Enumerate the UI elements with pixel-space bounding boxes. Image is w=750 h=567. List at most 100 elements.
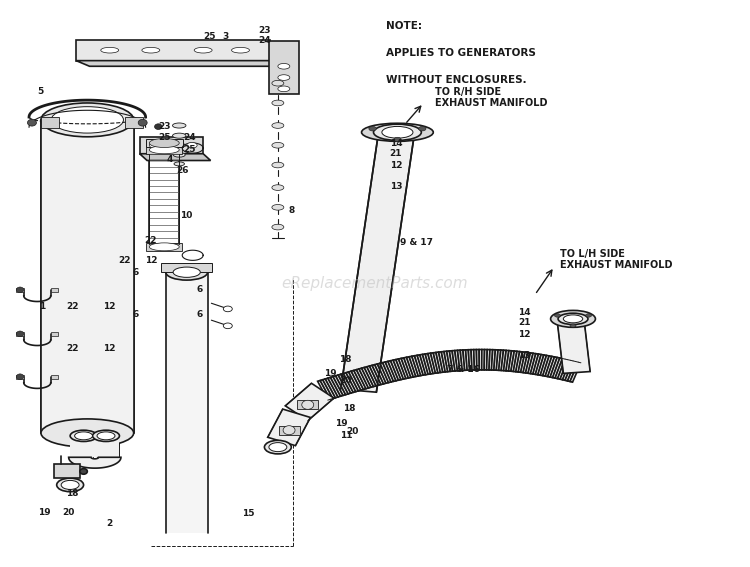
- Polygon shape: [340, 136, 414, 392]
- Polygon shape: [149, 154, 179, 244]
- Ellipse shape: [382, 126, 413, 138]
- Ellipse shape: [149, 138, 179, 147]
- Text: WITHOUT ENCLOSURES.: WITHOUT ENCLOSURES.: [386, 75, 526, 85]
- Polygon shape: [557, 359, 568, 379]
- Bar: [146, 243, 182, 251]
- Text: 25: 25: [158, 133, 170, 142]
- Ellipse shape: [272, 162, 284, 168]
- Text: 25: 25: [202, 32, 215, 41]
- Polygon shape: [482, 349, 484, 370]
- Polygon shape: [166, 272, 208, 533]
- Polygon shape: [496, 350, 501, 370]
- Polygon shape: [449, 351, 455, 371]
- Ellipse shape: [149, 146, 179, 154]
- Polygon shape: [140, 154, 211, 160]
- Polygon shape: [338, 374, 351, 394]
- Text: 20: 20: [339, 376, 351, 385]
- Polygon shape: [336, 375, 348, 395]
- Text: 9 & 17: 9 & 17: [400, 238, 433, 247]
- Polygon shape: [553, 358, 562, 378]
- Ellipse shape: [97, 432, 115, 440]
- Ellipse shape: [172, 133, 186, 138]
- Polygon shape: [318, 380, 330, 400]
- Ellipse shape: [419, 126, 426, 131]
- Polygon shape: [76, 61, 284, 66]
- Ellipse shape: [278, 64, 290, 69]
- Ellipse shape: [586, 314, 592, 317]
- Bar: [41, 117, 58, 128]
- Polygon shape: [356, 369, 368, 388]
- Text: 13: 13: [390, 182, 402, 191]
- Bar: [51, 332, 58, 336]
- Polygon shape: [375, 364, 386, 384]
- Polygon shape: [460, 350, 465, 370]
- Ellipse shape: [16, 287, 24, 293]
- Bar: [51, 288, 58, 292]
- Polygon shape: [351, 370, 364, 390]
- Polygon shape: [415, 356, 423, 375]
- Ellipse shape: [272, 142, 284, 148]
- Text: 24: 24: [184, 133, 196, 142]
- Polygon shape: [447, 351, 453, 371]
- Polygon shape: [499, 350, 503, 370]
- Ellipse shape: [16, 374, 24, 379]
- Polygon shape: [503, 350, 509, 371]
- Polygon shape: [41, 120, 134, 433]
- Ellipse shape: [272, 122, 284, 128]
- Polygon shape: [565, 361, 576, 381]
- Bar: [16, 332, 24, 336]
- Polygon shape: [54, 464, 80, 478]
- Polygon shape: [555, 358, 565, 379]
- Ellipse shape: [394, 137, 401, 142]
- Ellipse shape: [369, 126, 376, 131]
- Polygon shape: [367, 366, 379, 386]
- Polygon shape: [428, 353, 436, 374]
- Bar: [146, 139, 183, 147]
- Polygon shape: [570, 362, 581, 382]
- Polygon shape: [474, 349, 477, 370]
- Ellipse shape: [16, 331, 24, 337]
- Polygon shape: [76, 40, 271, 61]
- Ellipse shape: [173, 267, 200, 277]
- Text: 18: 18: [343, 404, 355, 413]
- Text: 6: 6: [196, 285, 202, 294]
- Ellipse shape: [62, 480, 79, 489]
- Text: 5: 5: [37, 87, 44, 96]
- Polygon shape: [548, 357, 557, 377]
- Bar: [297, 400, 318, 409]
- Ellipse shape: [174, 162, 184, 166]
- Polygon shape: [370, 365, 381, 385]
- Polygon shape: [354, 370, 366, 390]
- Text: eReplacementParts.com: eReplacementParts.com: [282, 276, 468, 291]
- Text: 1: 1: [39, 302, 46, 311]
- Text: 19: 19: [335, 419, 348, 428]
- Text: 22: 22: [66, 344, 79, 353]
- Ellipse shape: [57, 478, 83, 492]
- Polygon shape: [404, 357, 413, 378]
- Ellipse shape: [554, 314, 560, 317]
- Ellipse shape: [100, 48, 118, 53]
- Ellipse shape: [550, 310, 596, 327]
- Ellipse shape: [51, 107, 124, 133]
- Bar: [161, 263, 212, 272]
- Polygon shape: [433, 353, 440, 373]
- Polygon shape: [268, 409, 310, 446]
- Polygon shape: [344, 373, 355, 392]
- Polygon shape: [388, 361, 398, 381]
- Polygon shape: [382, 362, 394, 382]
- Ellipse shape: [278, 75, 290, 81]
- Text: 22: 22: [118, 256, 131, 265]
- Ellipse shape: [374, 124, 422, 141]
- Text: 7 & 16: 7 & 16: [447, 365, 479, 374]
- Text: 12: 12: [145, 256, 157, 265]
- Ellipse shape: [265, 441, 291, 454]
- Polygon shape: [471, 350, 475, 370]
- Polygon shape: [331, 376, 343, 396]
- Ellipse shape: [28, 119, 37, 126]
- Ellipse shape: [138, 119, 147, 126]
- Polygon shape: [349, 371, 361, 391]
- Text: 3: 3: [223, 32, 229, 41]
- Ellipse shape: [563, 315, 583, 323]
- Text: 19: 19: [38, 507, 51, 517]
- Polygon shape: [398, 358, 409, 379]
